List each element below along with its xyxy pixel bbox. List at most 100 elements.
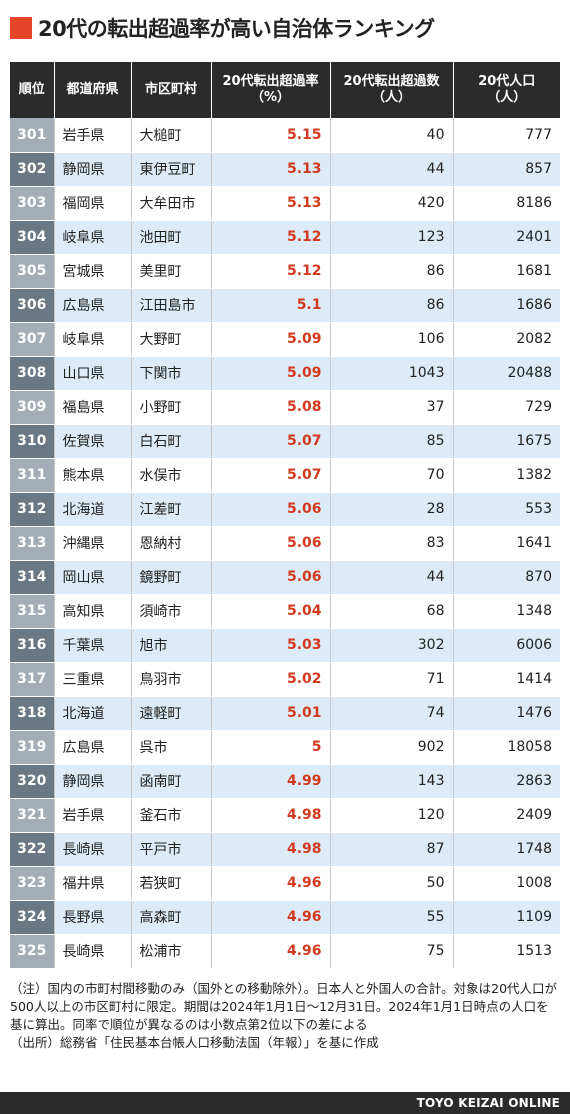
cell-prefecture: 三重県 [53, 662, 131, 697]
cell-population: 1681 [452, 254, 560, 289]
cell-population: 729 [452, 390, 560, 425]
cell-rank: 310 [10, 424, 54, 459]
cell-rank: 321 [10, 798, 54, 833]
cell-excess: 71 [329, 662, 453, 697]
cell-prefecture: 北海道 [53, 696, 131, 731]
cell-municipality: 池田町 [130, 220, 211, 255]
cell-population: 20488 [452, 356, 560, 391]
cell-population: 1348 [452, 594, 560, 629]
cell-rate: 5.09 [210, 356, 330, 391]
table-header-row: 順位 都道府県 市区町村 20代転出超過率 （%） 20代転出超過数 （人） 2… [10, 62, 560, 118]
header-excess-line2: （人） [371, 90, 411, 105]
cell-prefecture: 岩手県 [53, 118, 131, 153]
cell-rank: 306 [10, 288, 54, 323]
cell-rank: 313 [10, 526, 54, 561]
table-row: 313 沖縄県 恩納村 5.06 83 1641 [10, 526, 560, 561]
cell-population: 18058 [452, 730, 560, 765]
cell-municipality: 白石町 [130, 424, 211, 459]
cell-municipality: 遠軽町 [130, 696, 211, 731]
cell-municipality: 東伊豆町 [130, 152, 211, 187]
cell-prefecture: 長崎県 [53, 832, 131, 867]
cell-rank: 307 [10, 322, 54, 357]
table-row: 323 福井県 若狭町 4.96 50 1008 [10, 866, 560, 901]
table-row: 322 長崎県 平戸市 4.98 87 1748 [10, 832, 560, 867]
cell-population: 1109 [452, 900, 560, 935]
cell-excess: 40 [329, 118, 453, 153]
cell-rate: 4.96 [210, 900, 330, 935]
cell-rate: 4.98 [210, 798, 330, 833]
table-row: 321 岩手県 釜石市 4.98 120 2409 [10, 798, 560, 833]
table-row: 314 岡山県 鏡野町 5.06 44 870 [10, 560, 560, 595]
cell-excess: 44 [329, 152, 453, 187]
cell-prefecture: 岐阜県 [53, 322, 131, 357]
cell-municipality: 呉市 [130, 730, 211, 765]
cell-municipality: 須崎市 [130, 594, 211, 629]
cell-prefecture: 岡山県 [53, 560, 131, 595]
cell-rate: 5.06 [210, 492, 330, 527]
header-population-line1: 20代人口 [478, 74, 536, 89]
notes-block: （注）国内の市町村間移動のみ（国外との移動除外）。日本人と外国人の合計。対象は2… [10, 980, 560, 1052]
cell-excess: 87 [329, 832, 453, 867]
cell-population: 6006 [452, 628, 560, 663]
ranking-table: 順位 都道府県 市区町村 20代転出超過率 （%） 20代転出超過数 （人） 2… [10, 62, 560, 969]
cell-population: 870 [452, 560, 560, 595]
cell-rank: 301 [10, 118, 54, 153]
cell-rank: 309 [10, 390, 54, 425]
cell-population: 1008 [452, 866, 560, 901]
cell-municipality: 函南町 [130, 764, 211, 799]
cell-rank: 304 [10, 220, 54, 255]
cell-rank: 319 [10, 730, 54, 765]
cell-population: 1686 [452, 288, 560, 323]
table-row: 309 福島県 小野町 5.08 37 729 [10, 390, 560, 425]
table-row: 317 三重県 鳥羽市 5.02 71 1414 [10, 662, 560, 697]
cell-prefecture: 広島県 [53, 730, 131, 765]
cell-municipality: 江差町 [130, 492, 211, 527]
header-rate-line1: 20代転出超過率 [222, 74, 319, 89]
table-row: 307 岐阜県 大野町 5.09 106 2082 [10, 322, 560, 357]
cell-rank: 314 [10, 560, 54, 595]
footer-bar: TOYO KEIZAI ONLINE [0, 1092, 570, 1114]
cell-rate: 5.04 [210, 594, 330, 629]
cell-rate: 4.98 [210, 832, 330, 867]
header-excess-line1: 20代転出超過数 [343, 74, 440, 89]
cell-excess: 1043 [329, 356, 453, 391]
header-municipality: 市区町村 [130, 62, 211, 118]
cell-population: 8186 [452, 186, 560, 221]
cell-excess: 86 [329, 254, 453, 289]
cell-rate: 5.03 [210, 628, 330, 663]
cell-excess: 55 [329, 900, 453, 935]
cell-excess: 420 [329, 186, 453, 221]
cell-municipality: 高森町 [130, 900, 211, 935]
cell-rate: 5.13 [210, 152, 330, 187]
cell-prefecture: 山口県 [53, 356, 131, 391]
cell-excess: 44 [329, 560, 453, 595]
cell-rate: 5.02 [210, 662, 330, 697]
title-accent-square-icon [10, 17, 32, 39]
chart-title: 20代の転出超過率が高い自治体ランキング [38, 17, 435, 41]
cell-prefecture: 沖縄県 [53, 526, 131, 561]
cell-rate: 5.06 [210, 526, 330, 561]
cell-population: 1382 [452, 458, 560, 493]
table-row: 306 広島県 江田島市 5.1 86 1686 [10, 288, 560, 323]
table-row: 319 広島県 呉市 5 902 18058 [10, 730, 560, 765]
cell-rank: 323 [10, 866, 54, 901]
header-excess: 20代転出超過数 （人） [329, 62, 453, 118]
cell-excess: 75 [329, 934, 453, 969]
header-rate-line2: （%） [250, 90, 291, 105]
table-row: 311 熊本県 水俣市 5.07 70 1382 [10, 458, 560, 493]
cell-municipality: 江田島市 [130, 288, 211, 323]
cell-rate: 5.07 [210, 458, 330, 493]
cell-excess: 106 [329, 322, 453, 357]
cell-municipality: 大槌町 [130, 118, 211, 153]
cell-rank: 308 [10, 356, 54, 391]
header-population-line2: （人） [487, 90, 527, 105]
cell-prefecture: 佐賀県 [53, 424, 131, 459]
cell-municipality: 釜石市 [130, 798, 211, 833]
cell-population: 1513 [452, 934, 560, 969]
table-row: 308 山口県 下関市 5.09 1043 20488 [10, 356, 560, 391]
table-row: 312 北海道 江差町 5.06 28 553 [10, 492, 560, 527]
table-row: 315 高知県 須崎市 5.04 68 1348 [10, 594, 560, 629]
table-row: 301 岩手県 大槌町 5.15 40 777 [10, 118, 560, 153]
cell-rate: 5.15 [210, 118, 330, 153]
cell-municipality: 美里町 [130, 254, 211, 289]
